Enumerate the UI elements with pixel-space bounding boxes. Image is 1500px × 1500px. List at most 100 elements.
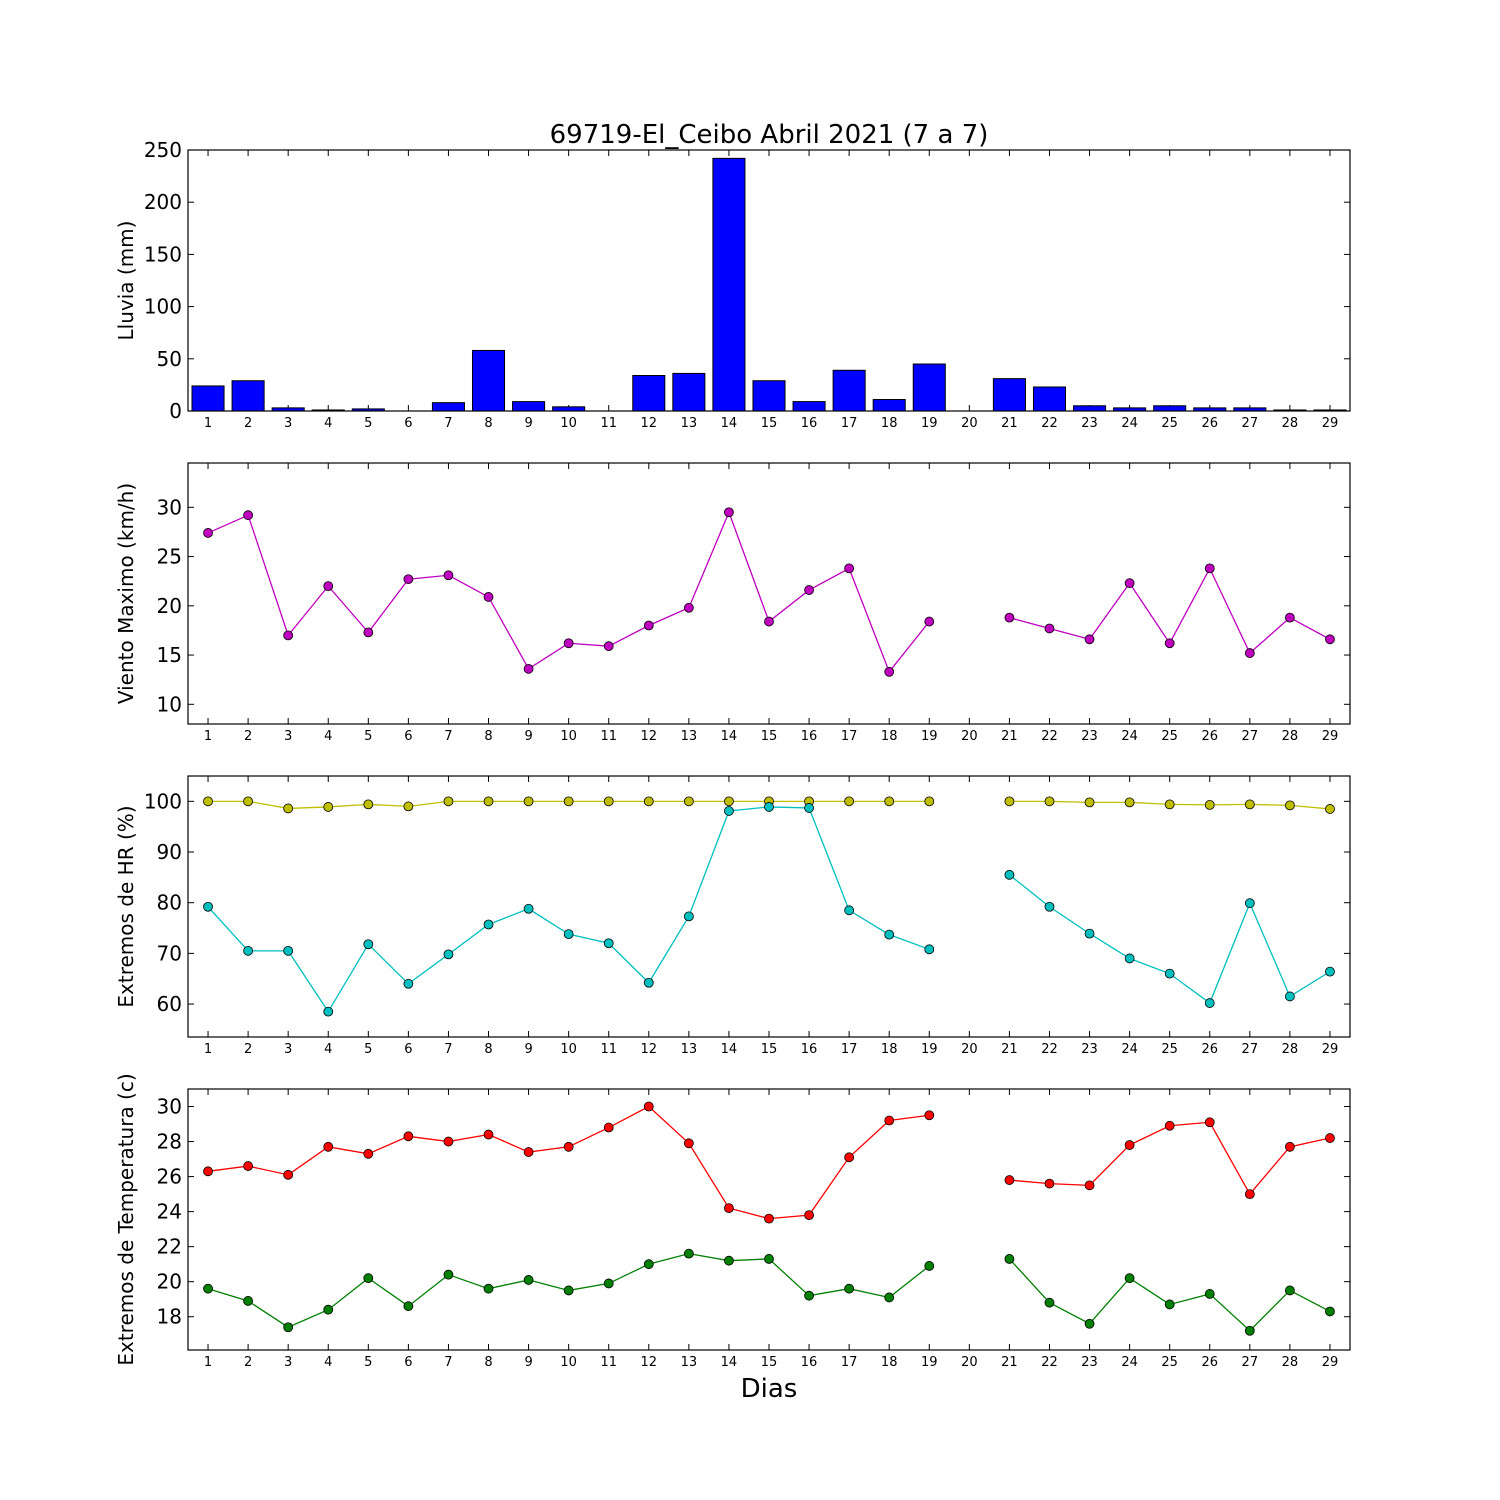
rain-x-tick-label: 24	[1121, 416, 1138, 431]
rain-x-tick-label: 16	[801, 416, 818, 431]
wind-data-point	[1284, 612, 1295, 623]
temperature-x-tick-label: 18	[881, 1355, 898, 1370]
temperature-data-point	[924, 1261, 935, 1271]
wind-data-point	[643, 620, 654, 631]
humidity-data-point	[1244, 799, 1255, 810]
humidity-x-tick-label: 16	[801, 1042, 818, 1057]
rain-bar	[1153, 405, 1187, 412]
wind-x-tick-label: 26	[1201, 729, 1218, 744]
humidity-x-tick-label: 28	[1282, 1042, 1299, 1057]
temperature-x-tick-label: 3	[284, 1355, 292, 1370]
rain-bar	[512, 401, 546, 412]
wind-x-tick-label: 4	[324, 729, 332, 744]
temperature-data-point	[1325, 1306, 1335, 1317]
temperature-x-tick-label: 15	[761, 1355, 778, 1370]
humidity-data-point	[924, 796, 935, 807]
humidity-data-point	[1325, 966, 1335, 977]
humidity-data-point	[683, 796, 694, 807]
temperature-data-point	[804, 1290, 814, 1301]
humidity-data-point	[724, 796, 734, 807]
rain-bar	[912, 363, 946, 412]
rain-x-tick-label: 3	[284, 416, 292, 431]
wind-x-tick-label: 14	[721, 729, 738, 744]
wind-plot-frame	[187, 462, 1351, 725]
wind-data-point	[1204, 563, 1215, 574]
temperature-data-point	[1004, 1254, 1015, 1264]
humidity-x-tick-label: 29	[1322, 1042, 1339, 1057]
humidity-data-point	[483, 919, 494, 930]
temperature-y-tick-label: 28	[157, 1130, 182, 1154]
temperature-x-tick-label: 26	[1201, 1355, 1218, 1370]
rain-x-tick-label: 6	[404, 416, 412, 431]
wind-data-point	[884, 666, 895, 677]
wind-x-tick-label: 10	[560, 729, 577, 744]
temperature-data-point	[1044, 1178, 1055, 1189]
temperature-x-tick-label: 2	[244, 1355, 252, 1370]
temperature-data-point	[1244, 1189, 1255, 1200]
temperature-y-tick-label: 24	[157, 1200, 182, 1224]
humidity-data-point	[363, 939, 374, 950]
humidity-x-tick-label: 6	[404, 1042, 412, 1057]
humidity-data-point	[1204, 998, 1215, 1008]
temperature-y-tick-label: 30	[157, 1095, 182, 1119]
humidity-data-point	[323, 1006, 334, 1017]
wind-x-tick-label: 7	[444, 729, 452, 744]
wind-x-tick-label: 24	[1121, 729, 1138, 744]
humidity-x-tick-label: 18	[881, 1042, 898, 1057]
humidity-y-tick-label: 80	[157, 891, 182, 915]
rain-x-tick-label: 17	[841, 416, 858, 431]
wind-y-tick-label: 10	[157, 692, 182, 716]
humidity-data-point	[523, 796, 534, 807]
temperature-x-tick-label: 5	[364, 1355, 372, 1370]
humidity-y-tick-label: 60	[157, 992, 182, 1016]
wind-x-tick-label: 8	[484, 729, 492, 744]
humidity-x-tick-label: 11	[600, 1042, 617, 1057]
humidity-y-tick-label: 70	[157, 941, 182, 965]
x-axis-label: Dias	[741, 1374, 798, 1404]
humidity-data-point	[563, 929, 574, 940]
temperature-x-tick-label: 27	[1242, 1355, 1259, 1370]
wind-x-tick-label: 11	[600, 729, 617, 744]
humidity-data-point	[483, 796, 494, 807]
temperature-data-point	[203, 1283, 213, 1294]
wind-data-point	[724, 507, 734, 518]
rain-x-tick-label: 10	[560, 416, 577, 431]
temperature-data-point	[643, 1259, 654, 1270]
wind-data-point	[1044, 623, 1055, 634]
rain-y-tick-label: 50	[157, 347, 182, 371]
temperature-data-point	[1325, 1133, 1335, 1143]
rain-x-tick-label: 22	[1041, 416, 1058, 431]
temperature-series-line	[1009, 1121, 1331, 1196]
temperature-data-point	[764, 1254, 774, 1264]
wind-x-tick-label: 3	[284, 729, 292, 744]
rain-x-tick-label: 13	[681, 416, 698, 431]
temperature-data-point	[323, 1304, 334, 1315]
wind-x-tick-label: 15	[761, 729, 778, 744]
temperature-data-point	[1204, 1289, 1215, 1299]
rain-x-tick-label: 12	[641, 416, 658, 431]
humidity-x-tick-label: 20	[961, 1042, 978, 1057]
wind-y-tick-label: 20	[157, 594, 182, 618]
humidity-data-point	[443, 796, 454, 807]
humidity-data-point	[363, 799, 374, 810]
rain-bar	[632, 375, 666, 412]
wind-x-tick-label: 28	[1282, 729, 1299, 744]
humidity-x-tick-label: 2	[244, 1042, 252, 1057]
temperature-x-tick-label: 13	[681, 1355, 698, 1370]
humidity-x-tick-label: 21	[1001, 1042, 1018, 1057]
humidity-x-tick-label: 19	[921, 1042, 938, 1057]
wind-data-point	[603, 641, 614, 652]
temperature-data-point	[403, 1301, 414, 1312]
humidity-data-point	[724, 806, 734, 816]
chart-title: 69719-El_Ceibo Abril 2021 (7 a 7)	[550, 120, 989, 150]
wind-y-tick-label: 30	[157, 495, 182, 519]
humidity-x-tick-label: 27	[1242, 1042, 1259, 1057]
temperature-data-point	[483, 1283, 494, 1294]
rain-y-tick-label: 150	[144, 242, 182, 266]
rain-plot-frame	[187, 149, 1351, 412]
temperature-data-point	[683, 1138, 694, 1149]
humidity-data-point	[203, 796, 213, 807]
rain-x-tick-label: 25	[1161, 416, 1178, 431]
wind-data-point	[363, 627, 374, 638]
temperature-data-point	[443, 1136, 454, 1147]
